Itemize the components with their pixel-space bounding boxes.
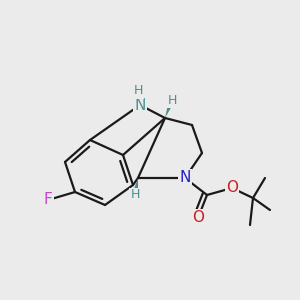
- Text: N: N: [179, 170, 191, 185]
- Text: F: F: [44, 193, 52, 208]
- Polygon shape: [165, 99, 175, 118]
- Text: O: O: [226, 181, 238, 196]
- Text: H: H: [133, 85, 143, 98]
- Text: H: H: [167, 94, 177, 106]
- Text: H: H: [130, 188, 140, 202]
- Polygon shape: [132, 178, 138, 196]
- Text: N: N: [134, 98, 146, 112]
- Text: O: O: [192, 211, 204, 226]
